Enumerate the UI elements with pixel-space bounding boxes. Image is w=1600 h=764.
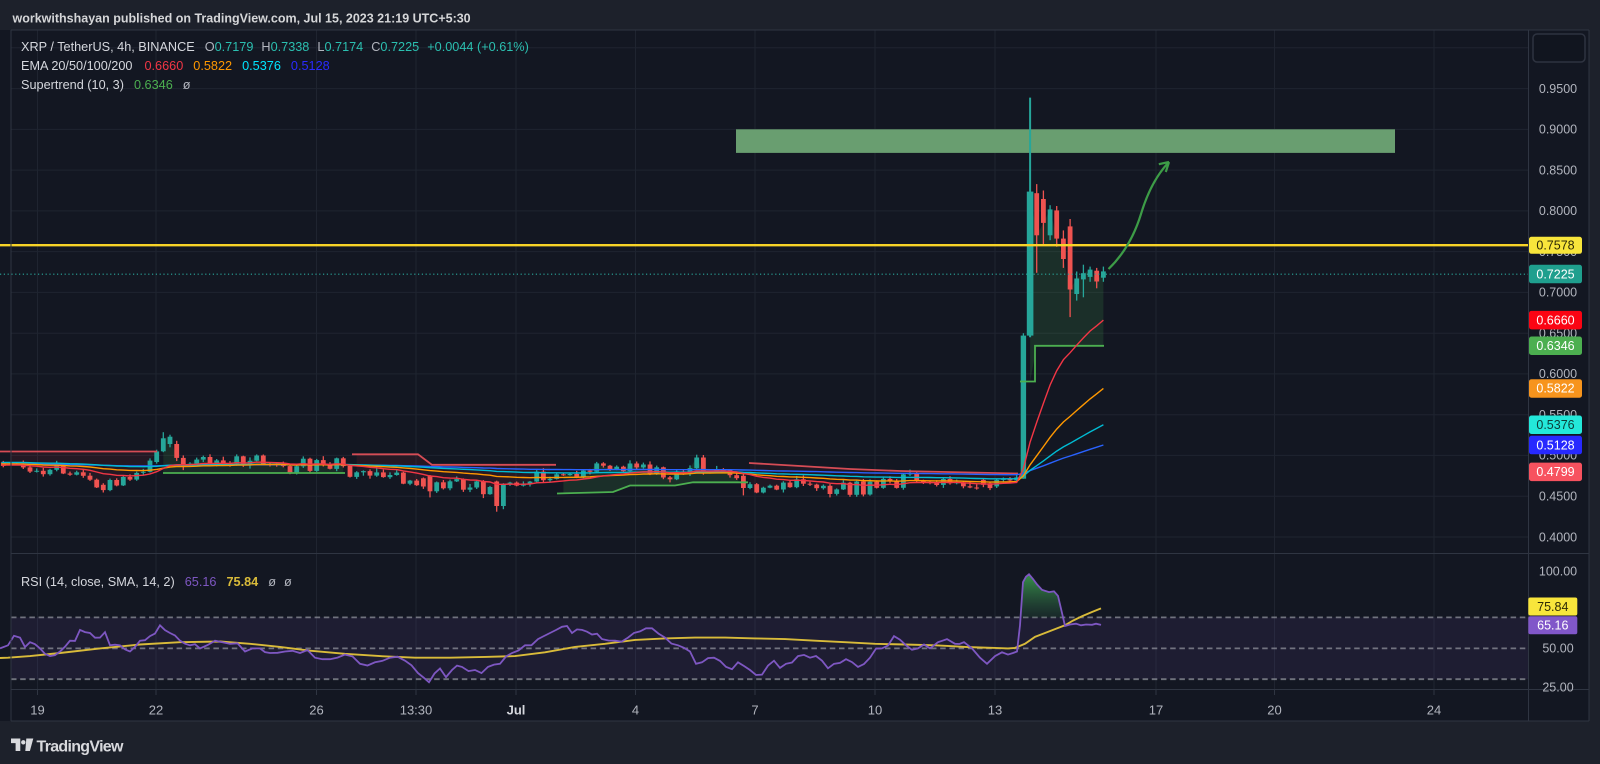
svg-text:0.6660: 0.6660	[1536, 313, 1574, 327]
svg-text:0.9500: 0.9500	[1539, 82, 1577, 96]
svg-text:100.00: 100.00	[1539, 565, 1577, 579]
svg-text:0.4000: 0.4000	[1539, 530, 1577, 544]
svg-text:10: 10	[868, 703, 882, 718]
svg-text:75.84: 75.84	[1537, 600, 1568, 614]
svg-text:17: 17	[1149, 703, 1163, 718]
svg-text:0.6346: 0.6346	[1536, 339, 1574, 353]
svg-text:7: 7	[751, 703, 758, 718]
svg-text:0.7225: 0.7225	[1536, 267, 1574, 281]
svg-text:0.8500: 0.8500	[1539, 163, 1577, 177]
svg-text:4: 4	[632, 703, 639, 718]
svg-text:0.4799: 0.4799	[1536, 465, 1574, 479]
svg-text:RSI (14, close, SMA, 14, 2)65.: RSI (14, close, SMA, 14, 2) 65.16 75.84 ø ø	[21, 575, 292, 589]
svg-text:22: 22	[149, 703, 163, 718]
svg-text:TradingView: TradingView	[37, 739, 125, 756]
svg-text:0.9000: 0.9000	[1539, 123, 1577, 137]
svg-text:0.5822: 0.5822	[1536, 382, 1574, 396]
svg-text:0.7000: 0.7000	[1539, 286, 1577, 300]
svg-text:13: 13	[988, 703, 1002, 718]
svg-text:0.5128: 0.5128	[1536, 438, 1574, 452]
svg-text:19: 19	[30, 703, 44, 718]
svg-text:0.4500: 0.4500	[1539, 490, 1577, 504]
svg-text:workwithshayan published on Tr: workwithshayan published on TradingView.…	[12, 12, 471, 26]
svg-text:24: 24	[1427, 703, 1441, 718]
svg-text:13:30: 13:30	[400, 703, 433, 718]
svg-text:50.00: 50.00	[1542, 642, 1573, 656]
svg-text:25.00: 25.00	[1542, 680, 1573, 694]
svg-text:0.5376: 0.5376	[1536, 418, 1574, 432]
svg-text:26: 26	[309, 703, 323, 718]
svg-text:65.16: 65.16	[1537, 619, 1568, 633]
svg-text:0.7578: 0.7578	[1536, 239, 1574, 253]
svg-text:0.6000: 0.6000	[1539, 367, 1577, 381]
svg-text:0.8000: 0.8000	[1539, 204, 1577, 218]
svg-text:Jul: Jul	[507, 703, 526, 718]
svg-text:20: 20	[1267, 703, 1281, 718]
